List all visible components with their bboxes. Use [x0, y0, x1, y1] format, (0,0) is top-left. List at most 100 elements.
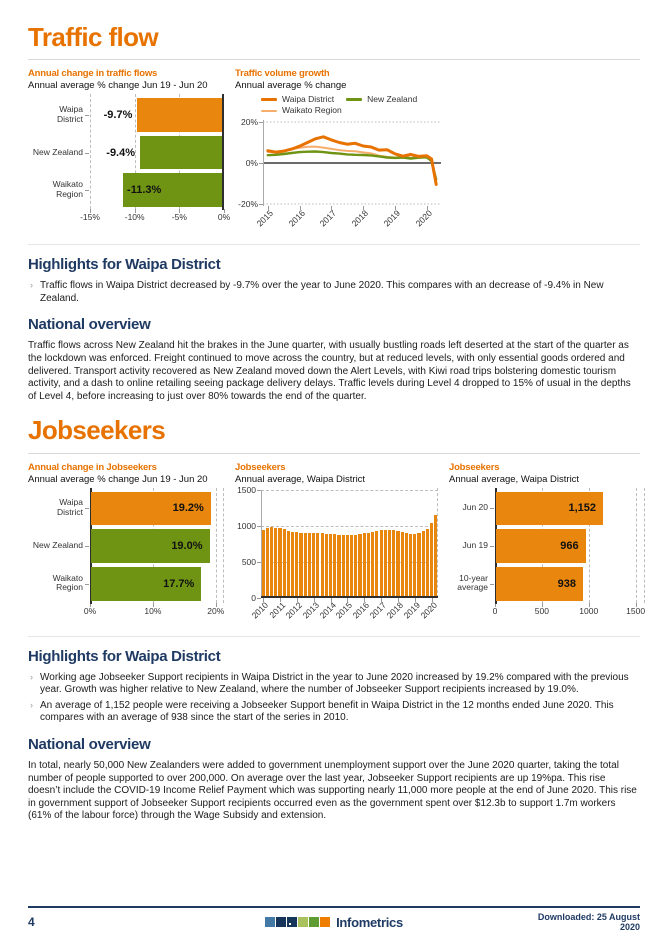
x-axis-labels: 2010 2011 2012 2013 2014 2015 2016 2017 2018 2019…: [250, 598, 439, 624]
bar: [392, 529, 396, 596]
bar: [320, 533, 324, 596]
category-axis: Waipa District New Zealand Waikato Region: [28, 96, 90, 224]
chart-title: Annual change in Jobseekers: [28, 461, 157, 473]
logo-square: [320, 917, 331, 927]
x-tick-label: 2017: [317, 208, 339, 229]
y-tick-label: 0%: [245, 158, 258, 169]
gridline: [134, 94, 136, 210]
legend-label: Waipa District: [282, 94, 335, 105]
brand-name: Infometrics: [336, 914, 403, 930]
traffic-section-title: Traffic flow: [28, 22, 159, 52]
legend-item: New Zealand: [346, 94, 417, 105]
chart-legend: Waipa District New Zealand Waikato Region: [261, 94, 441, 116]
jobseekers-quarterly-chart: Jobseekers Annual average, Waipa Distric…: [235, 462, 439, 624]
x-tick: [152, 602, 154, 607]
x-tick-label: 0%: [83, 605, 97, 616]
y-axis-labels: 20% 0% -20%: [235, 117, 263, 232]
bullet-icon: ›: [30, 671, 33, 682]
x-tick-label: -10%: [124, 212, 145, 223]
bar: [140, 135, 222, 170]
x-tick: [394, 206, 396, 211]
section-divider: [28, 59, 640, 61]
bar: [496, 566, 583, 601]
bar: [123, 173, 222, 208]
traffic-volume-chart: Traffic volume growth Annual average % c…: [235, 68, 441, 232]
bar: [417, 532, 421, 596]
bar: [291, 531, 295, 596]
x-tick: [541, 602, 543, 607]
bar: [341, 535, 345, 596]
x-tick: [397, 597, 399, 602]
chart-subtitle: Annual average % change: [235, 80, 347, 92]
bar: [91, 566, 202, 601]
x-tick: [296, 597, 298, 602]
y-tick-label: 1000: [237, 520, 256, 531]
category-tick: [85, 546, 89, 548]
legend-label: Waikato Region: [282, 105, 342, 116]
downloaded-date: Downloaded: 25 August 2020: [537, 912, 640, 932]
category-tick: [85, 583, 89, 585]
plot-area: -9.7% -9.4% -11.3%: [85, 94, 225, 214]
jobseekers-charts-row: Annual change in Jobseekers Annual avera…: [28, 461, 645, 624]
bar-value-label: 17.7%: [163, 577, 195, 590]
logo-square: [298, 917, 309, 927]
traffic-change-plot: Waipa District New Zealand Waikato Region -…: [28, 94, 230, 224]
bar: [409, 534, 413, 596]
x-tick: [299, 206, 301, 211]
bar-value-label: 19.0%: [171, 540, 203, 553]
x-tick-label: 2018: [349, 208, 371, 229]
plot-area: [259, 120, 441, 211]
category-tick: [85, 508, 89, 510]
x-tick-label: 2011: [267, 599, 288, 620]
bar: [413, 534, 417, 596]
bullet-icon: ›: [30, 280, 33, 291]
plot-border: [261, 489, 262, 598]
x-axis-labels: 0 500 1000 1500: [493, 603, 645, 618]
category-label: Waipa District: [57, 497, 83, 518]
bar-value-label: -11.3%: [127, 184, 162, 197]
x-tick-label: 2015: [334, 599, 355, 620]
jobseekers-section-title: Jobseekers: [28, 415, 166, 446]
x-tick: [414, 597, 416, 602]
x-tick: [215, 602, 217, 607]
bar: [404, 533, 408, 596]
x-tick-label: 2016: [350, 599, 372, 620]
bar-value-label: 938: [557, 577, 576, 590]
plot-area: 1,152 966 938: [490, 487, 645, 607]
bar: [303, 532, 307, 596]
category-axis: Jun 20 Jun 19 10-year average: [449, 490, 495, 618]
bar: [278, 528, 282, 596]
traffic-highlights-list: › Traffic flows in Waipa District decrea…: [28, 280, 640, 305]
x-tick: [330, 597, 332, 602]
x-tick-label: 2020: [413, 208, 434, 229]
x-tick-label: 1000: [579, 605, 599, 616]
y-tick: [257, 525, 261, 527]
chart-subtitle: Annual average % change Jun 19 - Jun 20: [28, 80, 208, 92]
plot-area: 19.2% 19.0% 17.7%: [85, 487, 224, 607]
traffic-charts-row: Annual change in traffic flows Annual av…: [28, 68, 640, 232]
bar: [274, 527, 278, 596]
line-chart-svg: [263, 121, 441, 205]
jobseekers-change-plot: Waipa District New Zealand Waikato Region 1…: [28, 487, 225, 618]
category-label: Waipa District: [57, 104, 83, 124]
footer-divider: [28, 906, 640, 908]
bar: [307, 532, 311, 596]
bullet-icon: ›: [30, 699, 33, 710]
jobseekers-highlights-title: Highlights for Waipa District: [28, 647, 221, 665]
y-tick-label: 0: [251, 592, 256, 603]
x-tick: [426, 206, 428, 211]
category-axis: Waipa District New Zealand Waikato Region: [28, 490, 90, 618]
gridline: [215, 487, 217, 603]
x-tick-label: 20%: [207, 605, 225, 616]
y-tick: [257, 597, 261, 599]
plot-wrap: 19.2% 19.0% 17.7% 0% 10% 20%: [84, 487, 225, 618]
chart-title: Traffic volume growth: [235, 68, 330, 80]
bar: [137, 98, 222, 132]
page-footer: 4 Infometrics Downloaded: 25 August 2020: [28, 906, 640, 932]
x-tick: [313, 597, 315, 602]
plot-wrap: 1,152 966 938 0 500 1000 1500: [490, 487, 645, 618]
list-item: › An average of 1,152 people were receiv…: [28, 700, 640, 725]
bar: [261, 530, 265, 596]
bar: [371, 531, 375, 596]
plot-area: [257, 487, 438, 602]
